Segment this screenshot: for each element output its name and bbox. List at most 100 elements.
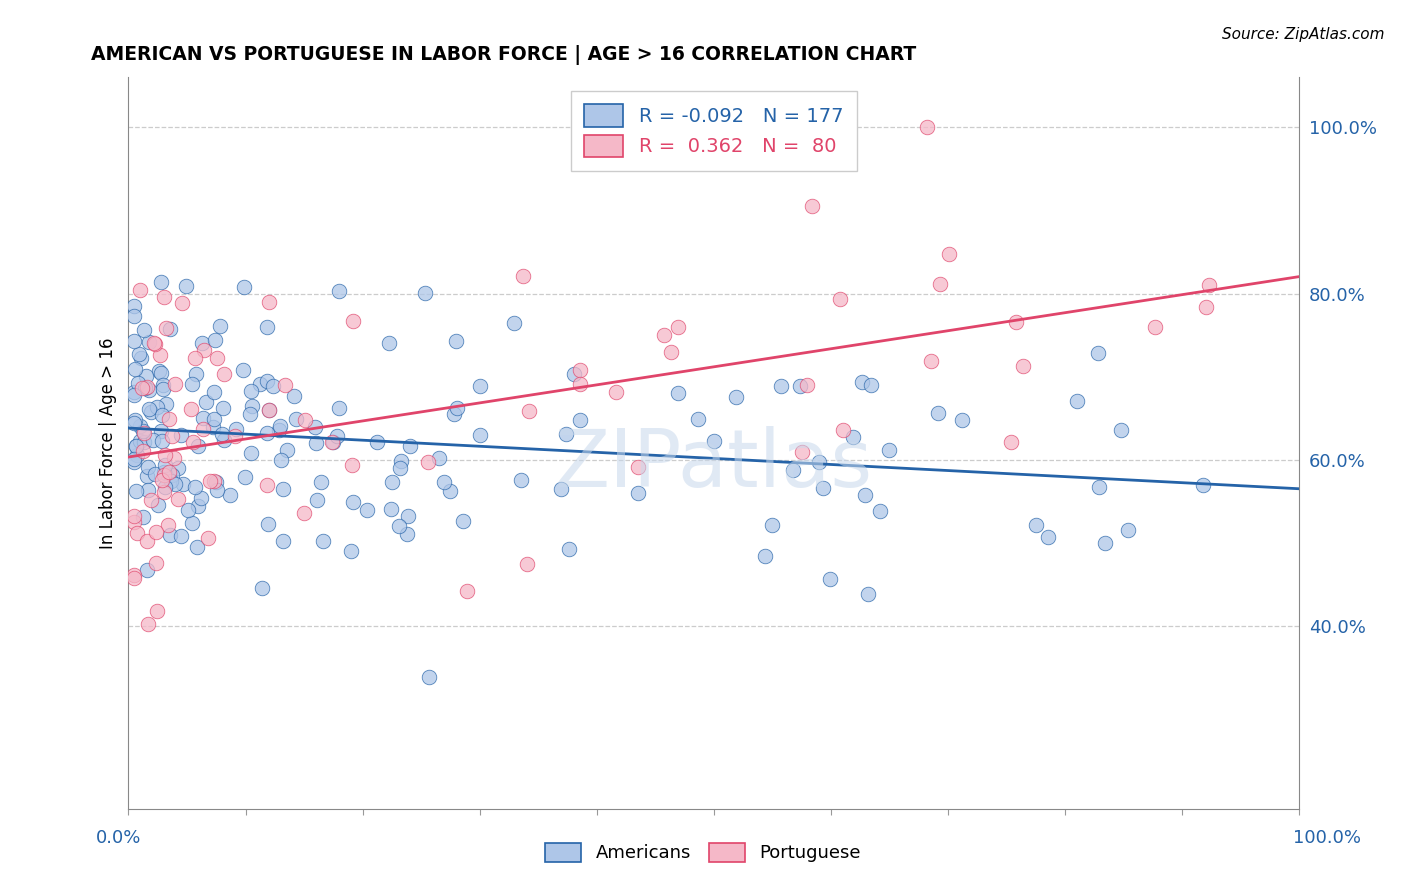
Point: [131, 510, 153, 524]
Point: [239, 384, 262, 398]
Point: [503, 316, 526, 330]
Point: [146, 498, 169, 512]
Point: [170, 428, 193, 442]
Point: [142, 433, 165, 447]
Point: [177, 502, 200, 516]
Point: [468, 379, 491, 393]
Point: [125, 526, 148, 541]
Point: [550, 482, 572, 496]
Point: [202, 385, 225, 400]
Point: [342, 314, 364, 328]
Point: [269, 419, 291, 434]
Point: [145, 604, 167, 618]
Point: [124, 362, 146, 376]
Point: [138, 617, 160, 632]
Point: [309, 475, 332, 490]
Point: [184, 480, 207, 494]
Point: [754, 549, 776, 563]
Point: [1038, 530, 1060, 544]
Point: [627, 486, 650, 500]
Point: [205, 483, 228, 497]
Point: [181, 434, 204, 449]
Point: [186, 541, 208, 555]
Point: [807, 455, 830, 469]
Point: [627, 459, 650, 474]
Point: [433, 475, 456, 489]
Point: [468, 428, 491, 442]
Point: [134, 435, 156, 450]
Point: [149, 424, 172, 438]
Point: [129, 283, 152, 297]
Point: [388, 461, 411, 475]
Point: [138, 383, 160, 397]
Point: [395, 527, 418, 541]
Point: [124, 309, 146, 323]
Legend: Americans, Portuguese: Americans, Portuguese: [537, 836, 869, 870]
Point: [418, 670, 440, 684]
Point: [124, 571, 146, 585]
Point: [153, 484, 176, 499]
Point: [377, 336, 399, 351]
Point: [124, 439, 146, 453]
Point: [276, 443, 298, 458]
Point: [381, 475, 404, 489]
Text: AMERICAN VS PORTUGUESE IN LABOR FORCE | AGE > 16 CORRELATION CHART: AMERICAN VS PORTUGUESE IN LABOR FORCE | …: [91, 45, 917, 64]
Point: [149, 366, 172, 380]
Point: [340, 458, 363, 473]
Point: [688, 411, 710, 425]
Point: [340, 543, 363, 558]
Point: [124, 455, 146, 469]
Point: [132, 426, 155, 441]
Point: [172, 296, 194, 310]
Point: [129, 434, 152, 448]
Point: [143, 467, 166, 481]
Point: [191, 422, 214, 436]
Point: [869, 503, 891, 517]
Point: [267, 423, 290, 437]
Point: [366, 434, 388, 449]
Point: [167, 492, 190, 507]
Point: [239, 446, 262, 460]
Point: [127, 448, 149, 462]
Point: [249, 376, 271, 391]
Point: [564, 368, 586, 382]
Point: [860, 378, 883, 392]
Point: [191, 410, 214, 425]
Point: [155, 458, 177, 472]
Point: [516, 557, 538, 571]
Point: [202, 412, 225, 426]
Point: [232, 363, 254, 377]
Point: [124, 385, 146, 400]
Point: [152, 377, 174, 392]
Point: [181, 516, 204, 530]
Point: [858, 587, 880, 601]
Point: [128, 347, 150, 361]
Point: [127, 376, 149, 390]
Point: [219, 488, 242, 502]
Point: [187, 499, 209, 513]
Point: [124, 452, 146, 467]
Point: [193, 343, 215, 358]
Point: [659, 344, 682, 359]
Point: [232, 280, 254, 294]
Point: [240, 400, 263, 414]
Point: [149, 275, 172, 289]
Point: [328, 284, 350, 298]
Point: [124, 509, 146, 524]
Point: [1025, 517, 1047, 532]
Point: [172, 476, 194, 491]
Point: [312, 534, 335, 549]
Point: [444, 334, 467, 348]
Point: [163, 377, 186, 392]
Point: [328, 401, 350, 415]
Point: [387, 518, 409, 533]
Point: [194, 395, 217, 409]
Point: [761, 518, 783, 533]
Point: [703, 434, 725, 449]
Point: [159, 322, 181, 336]
Point: [160, 474, 183, 488]
Point: [224, 428, 246, 442]
Point: [152, 382, 174, 396]
Point: [157, 412, 180, 426]
Point: [439, 484, 461, 499]
